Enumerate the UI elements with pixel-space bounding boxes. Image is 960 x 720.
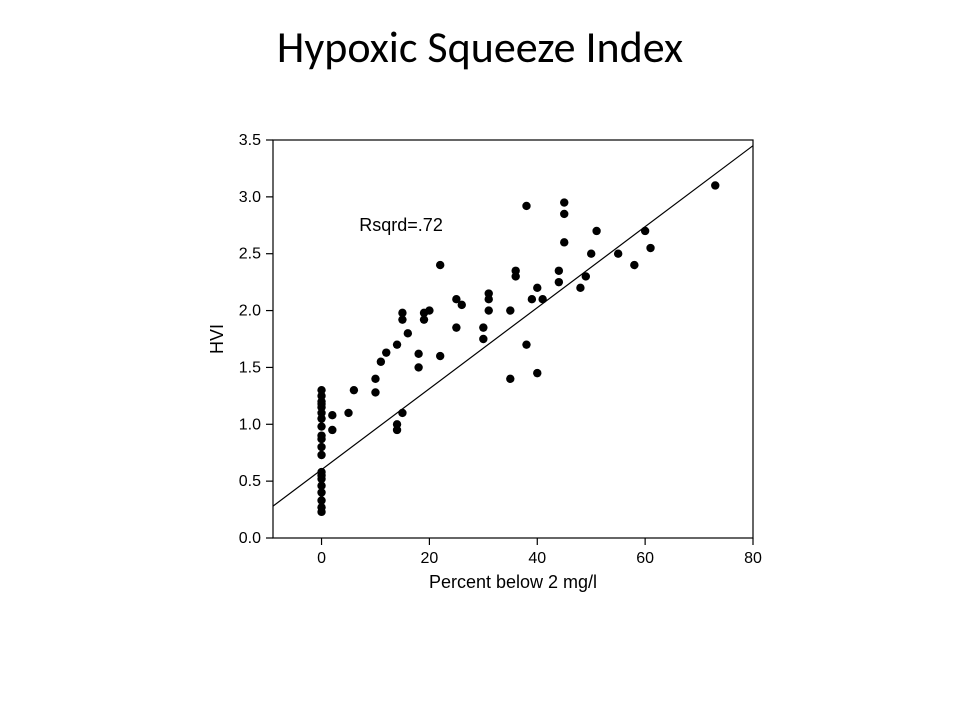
- svg-text:Rsqrd=.72: Rsqrd=.72: [359, 215, 443, 235]
- svg-text:0.5: 0.5: [239, 473, 261, 490]
- svg-text:3.5: 3.5: [239, 132, 261, 149]
- svg-text:3.0: 3.0: [239, 189, 261, 206]
- svg-text:40: 40: [528, 550, 546, 567]
- svg-text:80: 80: [744, 550, 762, 567]
- svg-text:2.0: 2.0: [239, 303, 261, 320]
- svg-text:2.5: 2.5: [239, 246, 261, 263]
- svg-text:0: 0: [317, 550, 326, 567]
- svg-text:Percent below 2 mg/l: Percent below 2 mg/l: [429, 572, 597, 592]
- slide-title: Hypoxic Squeeze Index: [0, 20, 960, 74]
- svg-text:1.5: 1.5: [239, 359, 261, 376]
- svg-text:0.0: 0.0: [239, 530, 261, 547]
- svg-text:60: 60: [636, 550, 654, 567]
- slide: Hypoxic Squeeze Index 0.0 0.5 1.0 1.5 2.0 2.5…: [0, 0, 960, 720]
- svg-text:HVI: HVI: [207, 324, 227, 354]
- svg-text:20: 20: [421, 550, 439, 567]
- chart-svg: 0.0 0.5 1.0 1.5 2.0 2.5 3.0 3.5 0 20 40 60 80 Percent…: [205, 130, 765, 600]
- scatter-chart: 0.0 0.5 1.0 1.5 2.0 2.5 3.0 3.5 0 20 40 60 80 Percent…: [205, 130, 765, 600]
- svg-text:1.0: 1.0: [239, 416, 261, 433]
